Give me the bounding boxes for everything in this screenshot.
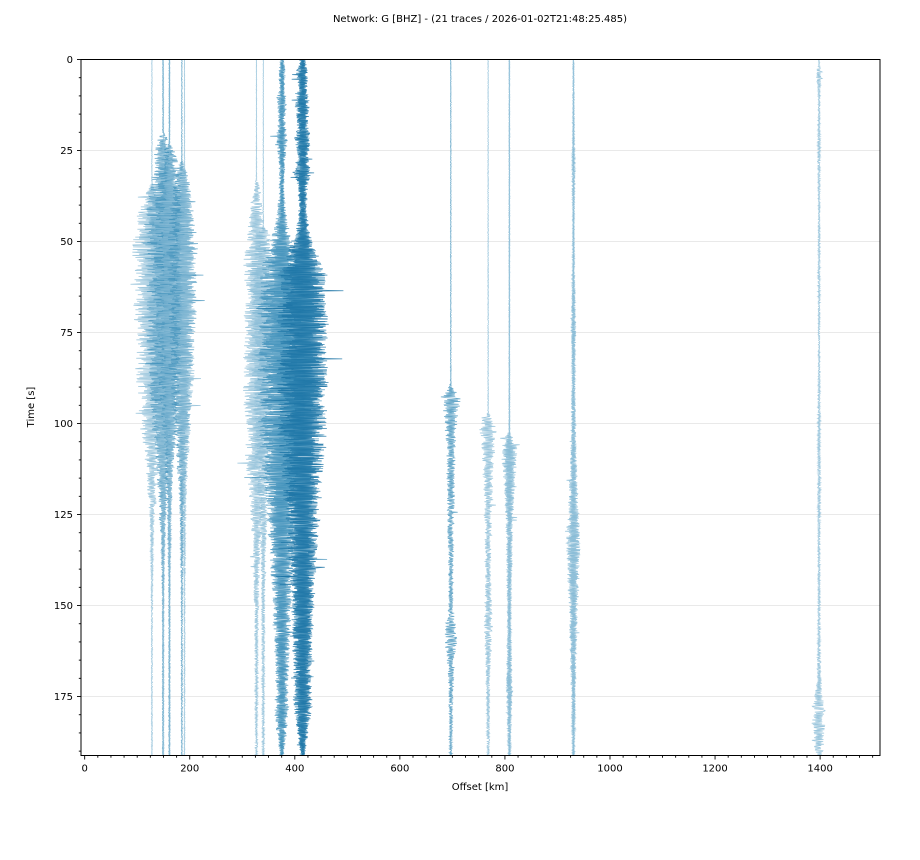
seismic-trace — [172, 59, 202, 756]
plot-frame — [80, 59, 881, 756]
y-tick-label: 75 — [60, 328, 73, 339]
seismic-trace — [237, 59, 280, 756]
x-tick-label: 1200 — [702, 764, 727, 775]
y-tick-label: 125 — [54, 510, 73, 521]
x-tick-label: 200 — [180, 764, 199, 775]
seismic-trace — [130, 59, 187, 756]
seismic-trace — [479, 59, 497, 756]
x-tick-label: 1000 — [597, 764, 622, 775]
trace-layer — [130, 59, 826, 756]
x-tick-label: 400 — [285, 764, 304, 775]
x-tick-label: 1400 — [807, 764, 832, 775]
seismic-trace — [502, 59, 520, 756]
seismic-trace — [256, 59, 344, 756]
seismic-trace — [249, 59, 278, 756]
x-tick-label: 600 — [390, 764, 409, 775]
y-tick-label: 175 — [54, 692, 73, 703]
seismic-trace — [440, 59, 461, 756]
plot-title: Network: G [BHZ] - (21 traces / 2026-01-… — [333, 14, 627, 25]
y-tick-label: 25 — [60, 146, 73, 157]
y-tick-label: 0 — [67, 55, 73, 66]
x-tick-label: 800 — [495, 764, 514, 775]
seismic-trace — [155, 59, 195, 756]
y-tick-label: 100 — [54, 419, 73, 430]
y-axis-label: Time [s] — [26, 387, 37, 429]
seismic-trace — [564, 59, 581, 756]
seismic-trace — [811, 59, 826, 756]
x-tick-label: 0 — [81, 764, 87, 775]
axis-layer: 0 200 400 600 800 1000 1200 1400 0 25 50 75 100 125 15… — [54, 55, 881, 775]
y-tick-label: 150 — [54, 601, 73, 612]
x-axis-label: Offset [km] — [452, 782, 509, 793]
y-tick-label: 50 — [60, 237, 73, 248]
grid-layer — [81, 150, 880, 698]
